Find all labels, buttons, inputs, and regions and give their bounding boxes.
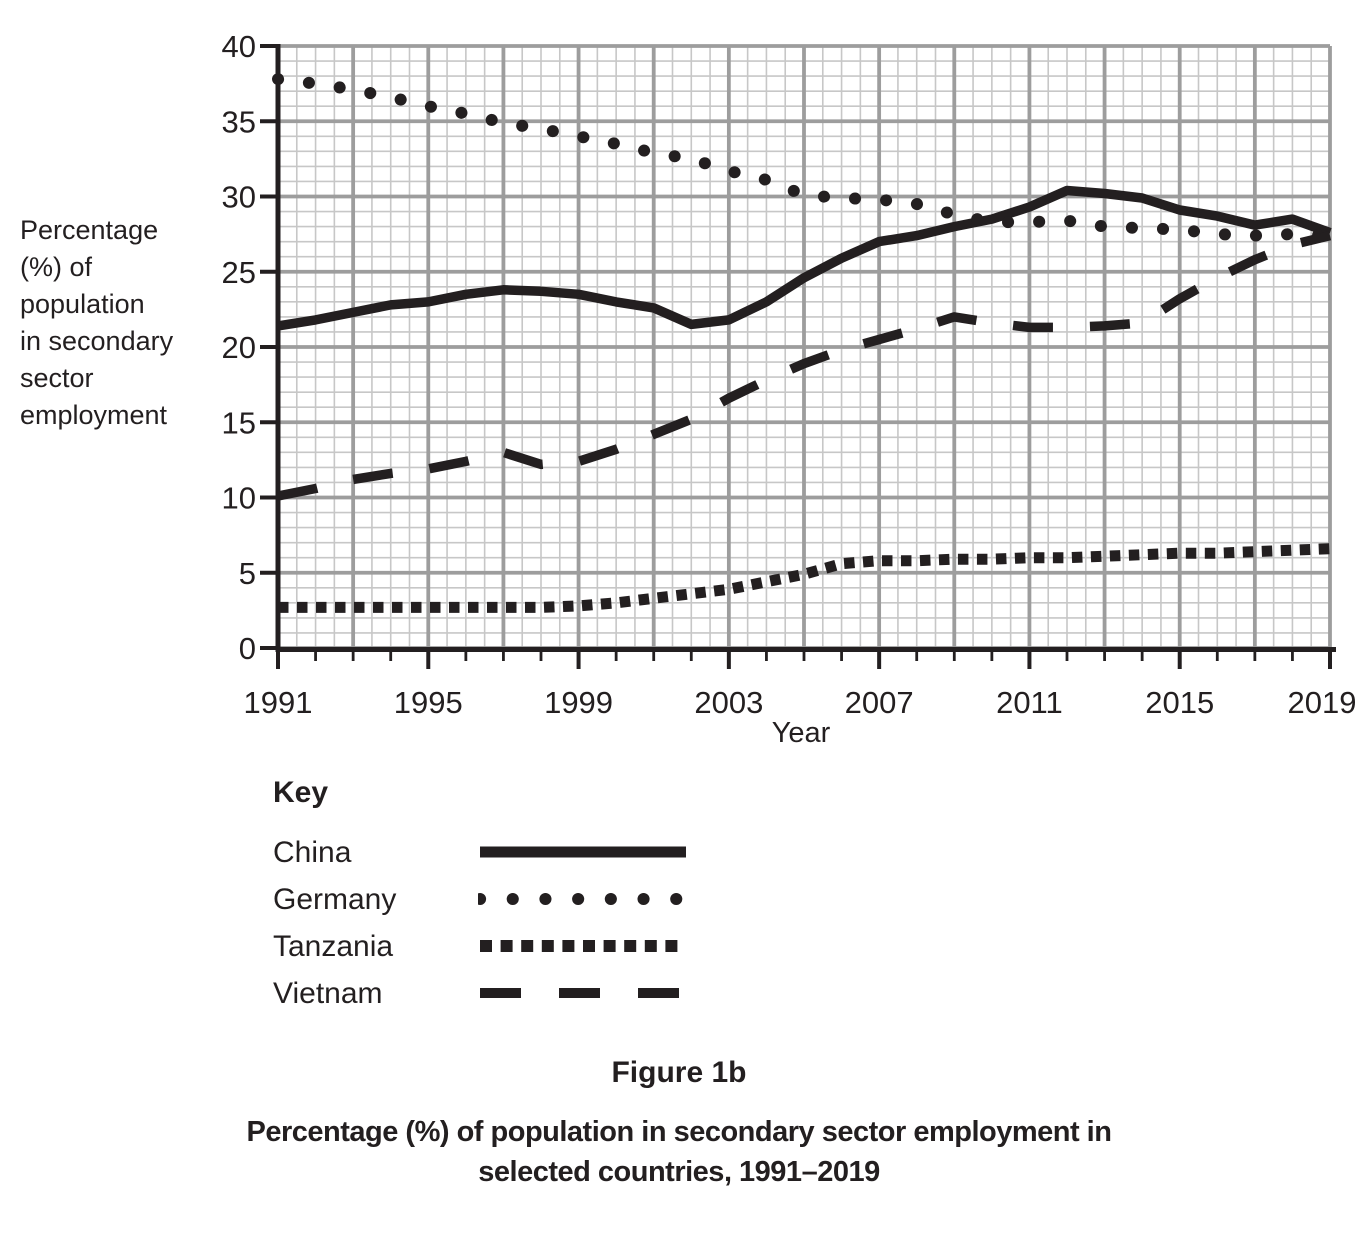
- chart-key: Key China Germany Tanzania Vietnam: [273, 776, 773, 1016]
- y-tick-label: 35: [222, 104, 256, 139]
- x-axis-title: Year: [772, 717, 831, 749]
- y-axis-title-line: sector: [20, 363, 94, 393]
- series-lines: [272, 73, 1336, 613]
- series-china-line: [277, 185, 1332, 331]
- key-swatch-vietnam-dashed-line: [480, 988, 686, 998]
- x-tick-label: 2011: [996, 685, 1063, 720]
- y-tick-label: 0: [239, 631, 256, 666]
- key-row-vietnam: Vietnam: [273, 975, 753, 1011]
- y-tick-label: 40: [222, 29, 256, 64]
- figure-caption-line-1: Percentage (%) of population in secondar…: [246, 1116, 1112, 1148]
- axis-ticks: [260, 44, 1332, 669]
- key-swatch-china-line: [480, 846, 686, 858]
- series-tanzania-line: [278, 543, 1331, 613]
- key-label-china: China: [273, 836, 352, 869]
- series-vietnam-line: [277, 230, 1332, 501]
- line-chart: 0 5 10 15 20 25 30 35 40 1991 1995 1999 2003 2007 2011…: [222, 29, 1357, 749]
- x-tick-label: 2015: [1145, 685, 1214, 720]
- x-tick-label: 2007: [845, 685, 914, 720]
- key-label-germany: Germany: [273, 883, 397, 916]
- key-row-tanzania: Tanzania: [273, 928, 753, 964]
- key-label-tanzania: Tanzania: [273, 930, 394, 963]
- y-axis-title: Percentage (%) of population in secondar…: [20, 212, 173, 434]
- key-label-vietnam: Vietnam: [273, 977, 383, 1010]
- y-axis-title-line: employment: [20, 400, 168, 430]
- y-tick-label: 20: [222, 330, 256, 365]
- figure-caption-line-2: selected countries, 1991–2019: [478, 1156, 880, 1188]
- x-tick-label: 2019: [1288, 685, 1357, 720]
- y-axis-title-line: Percentage: [20, 215, 159, 245]
- key-row-china: China: [273, 834, 753, 870]
- y-tick-label: 30: [222, 180, 256, 215]
- figure-caption: Percentage (%) of population in secondar…: [0, 1112, 1358, 1192]
- x-tick-label: 1995: [394, 685, 463, 720]
- y-tick-label: 25: [222, 255, 256, 290]
- x-tick-label: 1991: [244, 685, 313, 720]
- key-row-germany: Germany: [273, 881, 753, 917]
- x-tick-label: 2003: [694, 685, 763, 720]
- x-tick-label: 1999: [544, 685, 613, 720]
- y-axis-title-line: population: [20, 289, 145, 319]
- y-tick-label: 10: [222, 481, 256, 516]
- y-tick-label: 15: [222, 405, 256, 440]
- key-swatch-tanzania-square-dotted-line: [480, 940, 686, 952]
- y-axis-title-line: in secondary: [20, 326, 174, 356]
- key-title: Key: [273, 776, 329, 809]
- key-swatch-germany-dotted-line: [478, 893, 688, 905]
- axes: [275, 44, 1336, 652]
- figure-label: Figure 1b: [611, 1056, 747, 1089]
- y-tick-label: 5: [239, 556, 256, 591]
- axis-tick-labels: 0 5 10 15 20 25 30 35 40 1991 1995 1999 2003 2007 2011…: [222, 29, 1357, 749]
- y-axis-title-line: (%) of: [20, 252, 93, 282]
- grid-major-lines: [276, 44, 1332, 650]
